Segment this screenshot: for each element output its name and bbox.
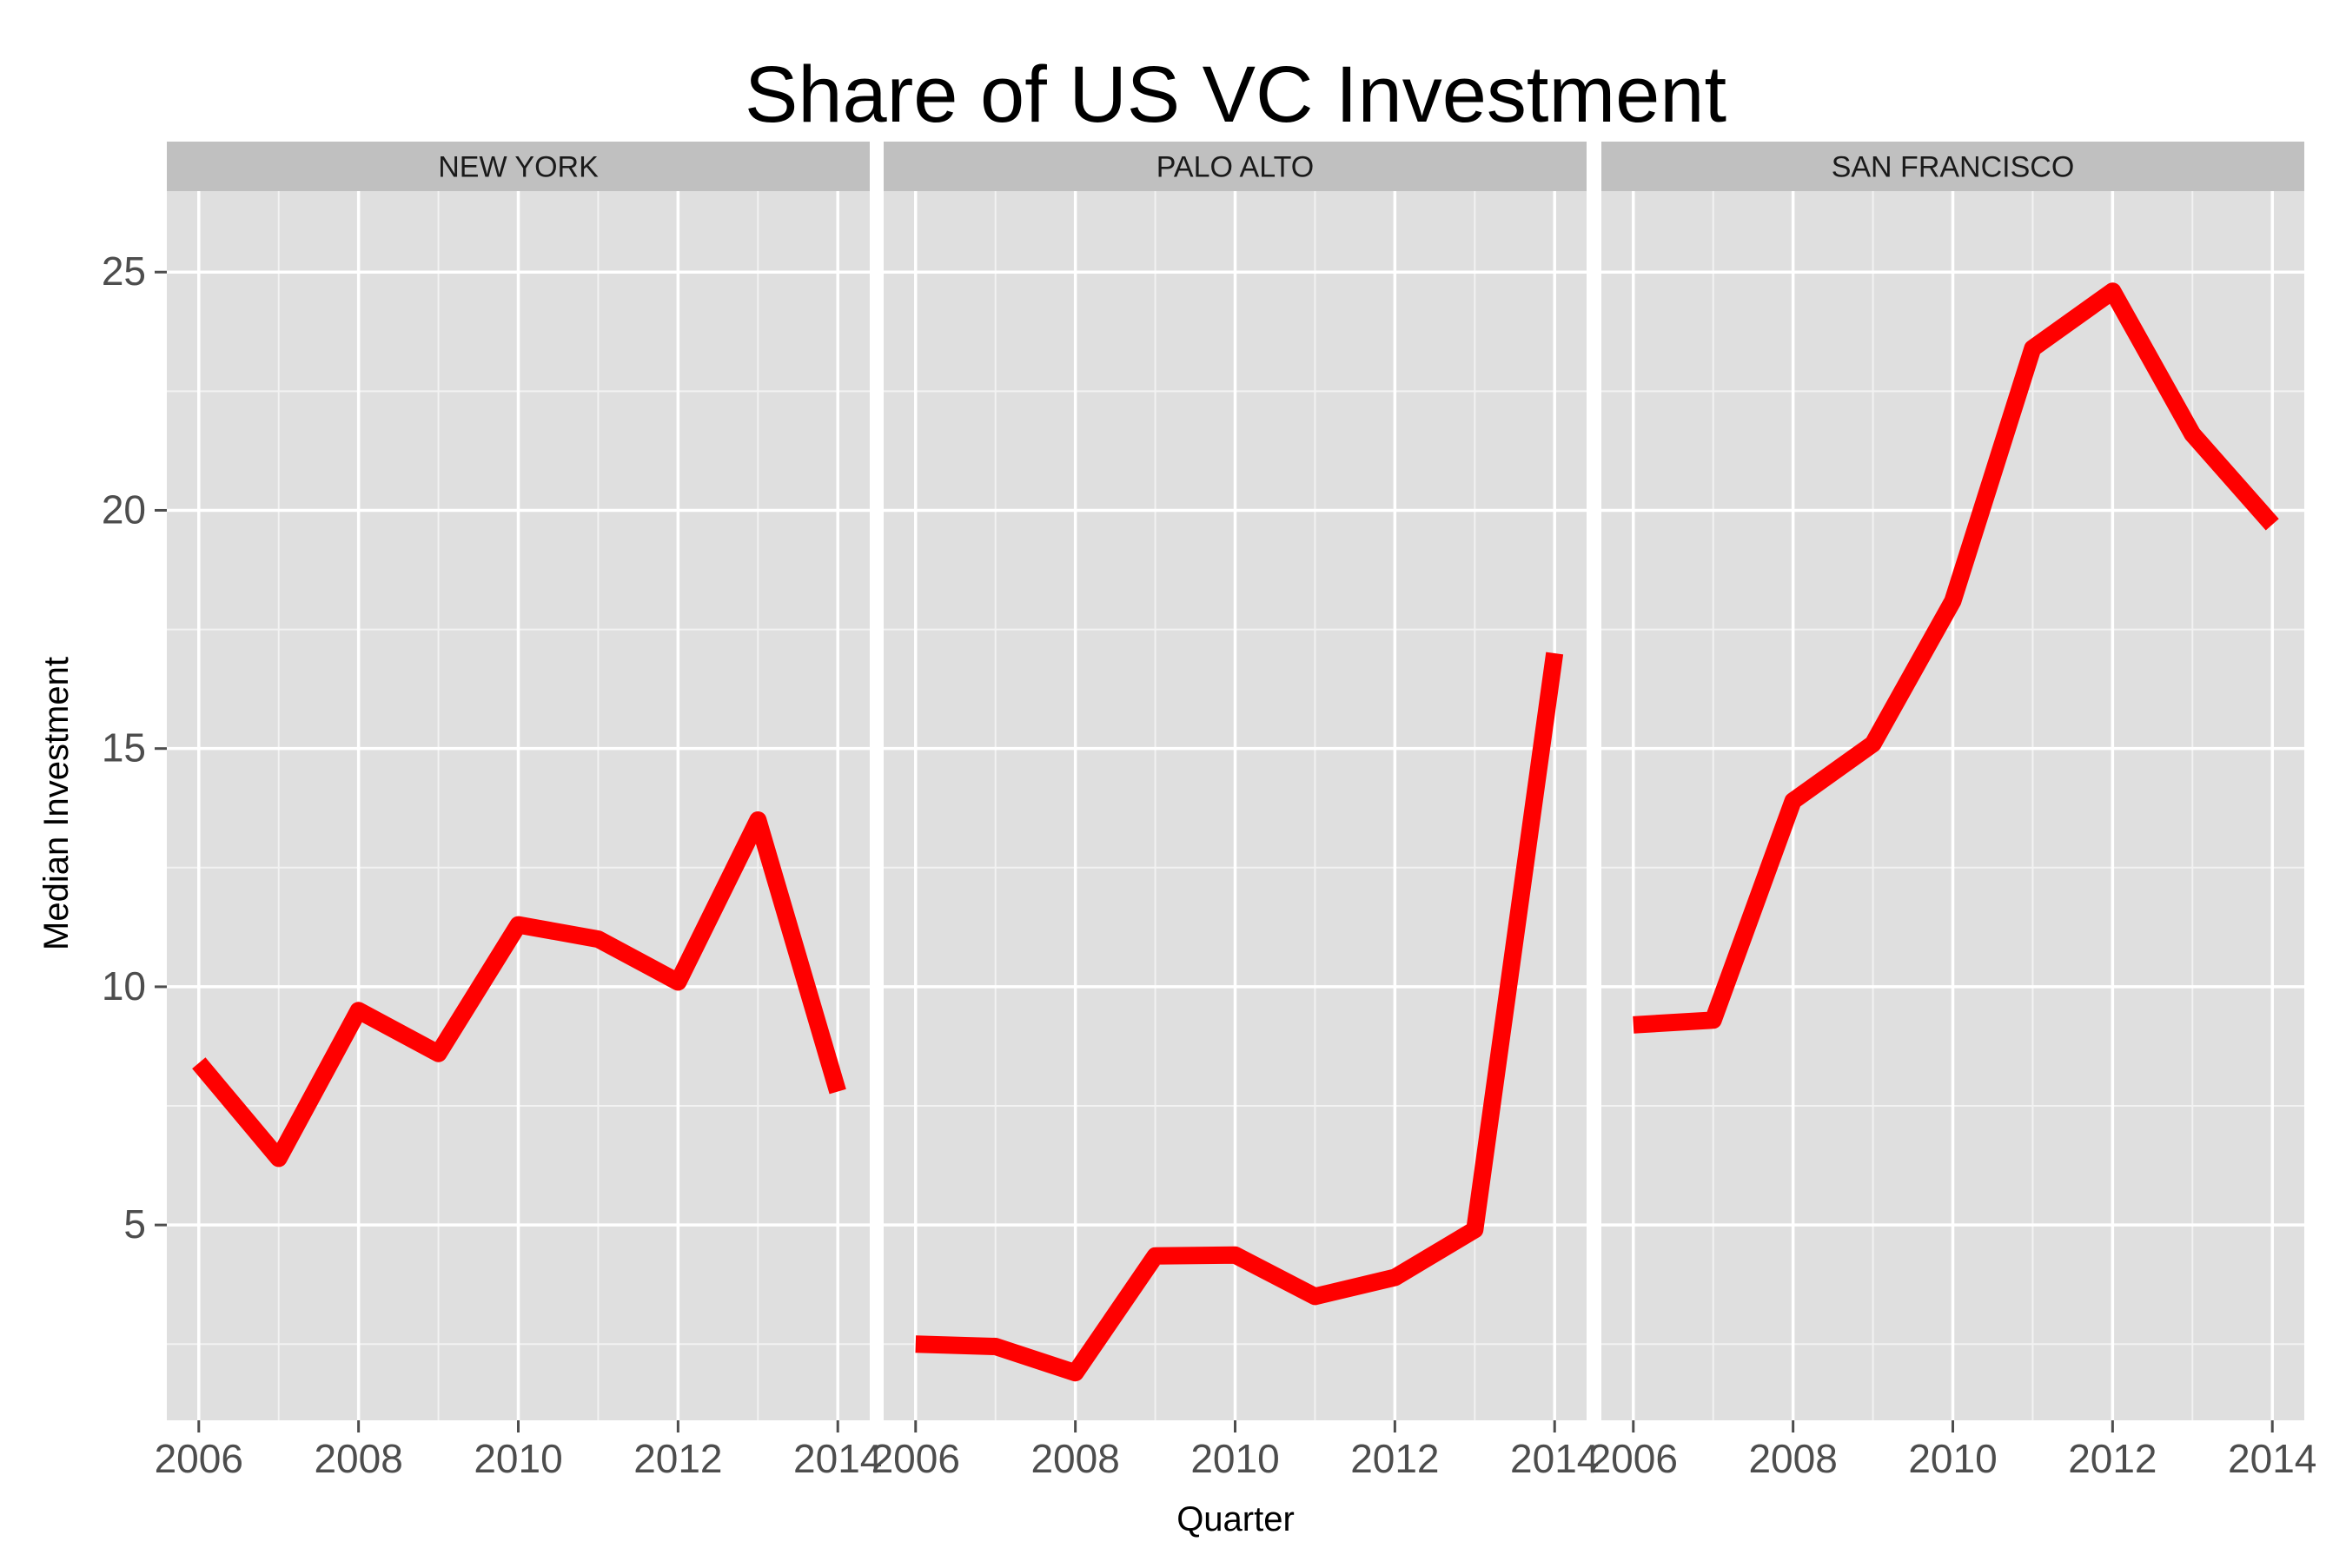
y-tick-label: 20 — [102, 486, 146, 532]
x-tick-label: 2008 — [1031, 1436, 1119, 1481]
facet-strip-new-york — [167, 142, 870, 191]
x-tick-label: 2006 — [871, 1436, 960, 1481]
x-tick-label: 2006 — [1589, 1436, 1678, 1481]
facet-label-san-francisco: SAN FRANCISCO — [1832, 151, 2075, 184]
y-tick-label: 15 — [102, 725, 146, 771]
x-tick-label: 2012 — [2068, 1436, 2157, 1481]
facet-strip-palo-alto — [884, 142, 1587, 191]
x-tick-label: 2012 — [1350, 1436, 1439, 1481]
series-line-palo-alto — [915, 652, 1564, 1382]
series-line-san-francisco — [1633, 282, 2279, 1034]
x-tick-label: 2010 — [474, 1436, 562, 1481]
y-tick-label: 5 — [123, 1201, 146, 1247]
facet-label-palo-alto: PALO ALTO — [1156, 151, 1314, 184]
facets-layer: 5 10 15 20 25 2006 2008 2010 2012 2014 NEW YORK 200… — [102, 142, 2316, 1481]
x-tick-label: 2014 — [2228, 1436, 2316, 1481]
x-tick-label: 2010 — [1908, 1436, 1997, 1481]
x-tick-label: 2014 — [1510, 1436, 1599, 1481]
x-tick-label: 2008 — [314, 1436, 402, 1481]
x-tick-label: 2014 — [793, 1436, 882, 1481]
series-line-new-york — [192, 811, 846, 1168]
x-axis-label: Quarter — [1176, 1500, 1295, 1538]
x-tick-label: 2006 — [155, 1436, 243, 1481]
x-tick-label: 2008 — [1748, 1436, 1837, 1481]
facet-strip-san-francisco — [1601, 142, 2304, 191]
x-tick-label: 2010 — [1190, 1436, 1279, 1481]
y-tick-label: 10 — [102, 963, 146, 1009]
x-tick-label: 2012 — [633, 1436, 722, 1481]
facet-label-new-york: NEW YORK — [438, 151, 599, 184]
chart-title: Share of US VC Investment — [745, 50, 1726, 139]
y-axis-label: Median Investment — [37, 657, 76, 950]
y-tick-label: 25 — [102, 248, 146, 294]
